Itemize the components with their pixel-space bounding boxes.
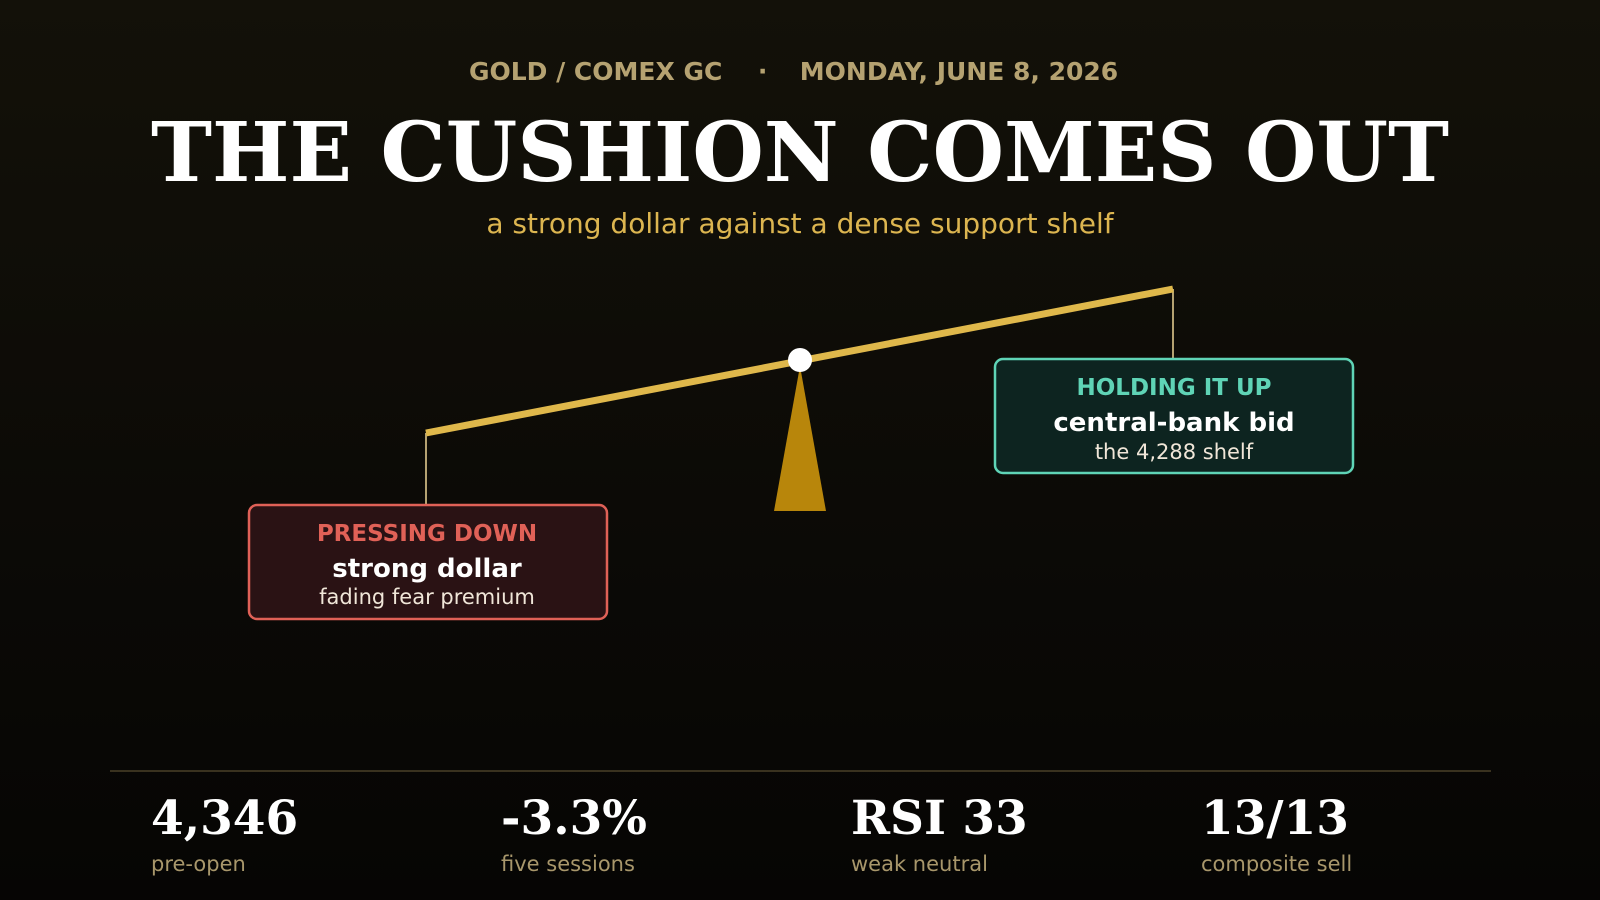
stats: 4,346 pre-open -3.3% five sessions RSI 33 wea…	[151, 791, 1352, 876]
date: MONDAY, JUNE 8, 2026	[800, 57, 1118, 86]
subtitle: a strong dollar against a dense support …	[486, 207, 1114, 240]
right-sub: the 4,288 shelf	[1095, 440, 1254, 464]
stat-value: 13/13	[1201, 791, 1349, 846]
right-label: HOLDING IT UP	[1076, 375, 1271, 401]
right-main: central-bank bid	[1053, 408, 1294, 438]
left-main: strong dollar	[332, 554, 522, 584]
stat-value: 4,346	[151, 791, 298, 846]
right-box	[993, 357, 1355, 475]
left-box	[247, 503, 609, 621]
stat-value: -3.3%	[501, 791, 647, 846]
market: GOLD / COMEX GC	[469, 57, 722, 86]
stat-label: five sessions	[501, 852, 635, 876]
title: THE CUSHION COMES OUT	[151, 105, 1449, 201]
stat-label: weak neutral	[851, 852, 988, 876]
left-label: PRESSING DOWN	[317, 521, 537, 547]
kicker: GOLD / COMEX GC · MONDAY, JUNE 8, 2026	[469, 57, 1118, 86]
stat-label: pre-open	[151, 852, 246, 876]
pivot	[788, 348, 812, 372]
fulcrum	[774, 366, 826, 511]
stat-value: RSI 33	[851, 791, 1028, 846]
separator: ·	[758, 57, 768, 86]
left-sub: fading fear premium	[319, 585, 535, 609]
stat-label: composite sell	[1201, 852, 1352, 876]
